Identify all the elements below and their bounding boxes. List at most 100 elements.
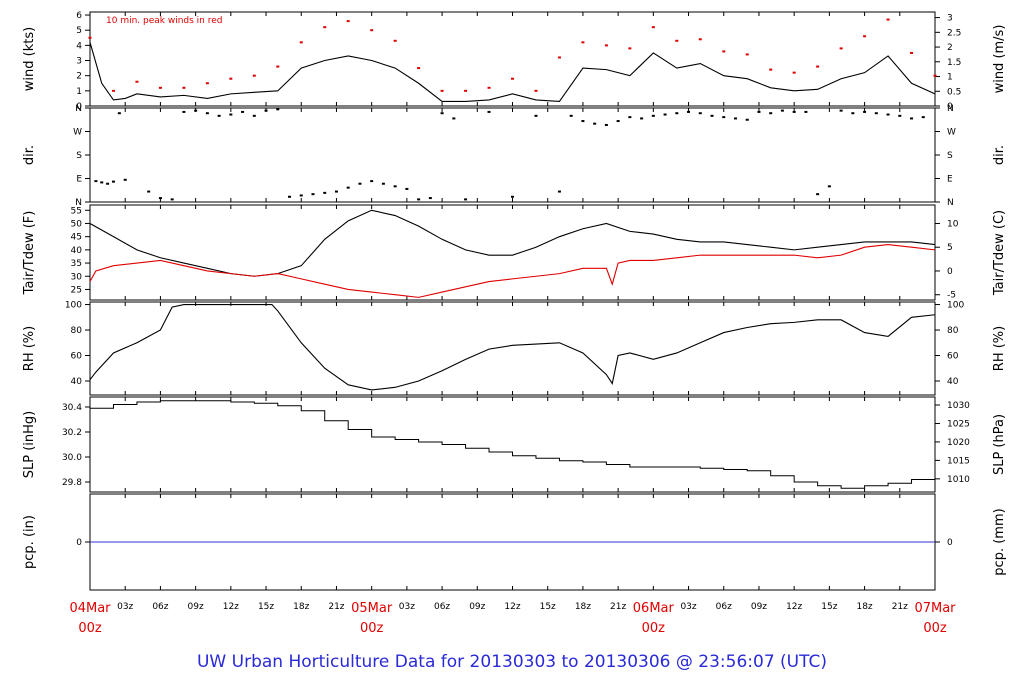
direction-point (440, 112, 444, 115)
x-hour-label: 18z (575, 602, 591, 612)
x-hour-label: 15z (821, 602, 837, 612)
direction-point (205, 112, 209, 115)
slp-ytick-label-right: 1025 (947, 419, 970, 429)
rh-panel-frame (89, 301, 936, 396)
direction-point (487, 110, 491, 113)
x-hour-label: 09z (469, 602, 485, 612)
rh-ytick-label-right: 100 (947, 301, 964, 311)
wind-peak-mark (604, 44, 608, 47)
wind-peak-mark (464, 89, 468, 92)
wind-ytick-label-left: 2 (76, 72, 82, 82)
wind-peak-mark (675, 39, 679, 42)
wind-peak-mark (792, 71, 796, 74)
slp-ytick-label-right: 1020 (947, 438, 970, 448)
rh-ytick-label-right: 80 (947, 326, 959, 336)
dir-ytick-label-right: E (947, 175, 953, 185)
x-hour-label: 03z (117, 602, 133, 612)
direction-point (464, 198, 468, 201)
direction-point (804, 110, 808, 113)
rh-ytick-label-left: 80 (71, 326, 83, 336)
x-day-hour-label: 00z (642, 621, 666, 636)
dir-ytick-label-left: W (73, 128, 82, 138)
direction-point (733, 117, 737, 120)
direction-point (663, 113, 667, 116)
temperature-ylabel-left: Tair/Tdew (F) (22, 211, 37, 296)
direction-point (898, 114, 902, 117)
x-hour-label: 09z (751, 602, 767, 612)
x-hour-label: 15z (258, 602, 274, 612)
wind-ytick-label-left: 3 (76, 57, 82, 67)
direction-point (288, 195, 292, 198)
rh-ytick-label-left: 100 (65, 301, 82, 311)
temperature-ytick-label-right: 0 (947, 267, 953, 277)
wind-peak-mark (229, 77, 233, 80)
direction-point (417, 198, 421, 201)
direction-point (428, 197, 432, 200)
wind-ytick-label-left: 5 (76, 26, 82, 36)
direction-point (851, 112, 855, 115)
dir-ytick-label-left: N (75, 198, 82, 208)
wind-peak-mark (628, 47, 632, 50)
pcp-ytick-label-right: 0 (947, 538, 953, 548)
direction-point (158, 197, 162, 200)
direction-point (358, 182, 362, 185)
wind-peak-mark (440, 89, 444, 92)
direction-point (241, 110, 245, 113)
temperature-ytick-label-right: 5 (947, 243, 953, 253)
wind-peak-mark (557, 56, 561, 59)
x-hour-label: 18z (856, 602, 872, 612)
direction-point (111, 180, 115, 183)
wind-peak-mark (933, 74, 937, 77)
rh-series-0-line (89, 303, 936, 391)
dir-ytick-label-right: S (947, 151, 953, 161)
wind-peak-mark (276, 65, 280, 68)
wind-peak-mark (370, 29, 374, 32)
wind-ytick-label-right: 1.5 (947, 58, 961, 68)
direction-point (616, 120, 620, 123)
x-hour-label: 06z (434, 602, 450, 612)
wind-ytick-label-left: 6 (76, 11, 82, 21)
wind-peak-mark (393, 39, 397, 42)
pcp-ytick-label-left: 0 (76, 538, 82, 548)
wind-ytick-label-right: 1 (947, 73, 953, 83)
rh-ytick-label-left: 40 (71, 377, 83, 387)
x-day-hour-label: 00z (78, 621, 102, 636)
chart-title: UW Urban Horticulture Data for 20130303 … (197, 652, 827, 672)
x-day-label: 05Mar (351, 601, 393, 616)
wind-peak-mark (88, 36, 92, 39)
x-hour-label: 06z (716, 602, 732, 612)
direction-point (569, 114, 573, 117)
wind-peak-mark (651, 26, 655, 29)
direction-point (675, 112, 679, 115)
wind-peak-mark (323, 26, 327, 29)
direction-point (100, 181, 104, 184)
rh-ytick-label-right: 60 (947, 352, 959, 362)
x-hour-label: 06z (152, 602, 168, 612)
direction-point (393, 185, 397, 188)
wind-peak-mark (745, 53, 749, 56)
x-day-hour-label: 00z (923, 621, 947, 636)
wind-peak-mark (816, 65, 820, 68)
wind-peak-mark (511, 77, 514, 80)
direction-point (252, 114, 256, 117)
direction-point (698, 112, 702, 115)
direction-point (452, 117, 456, 120)
x-hour-label: 21z (892, 602, 908, 612)
direction-point (816, 193, 820, 196)
temperature-ytick-label-right: -5 (947, 291, 956, 301)
wind-ylabel-left: wind (kts) (22, 27, 37, 91)
wind-panel-frame (89, 11, 936, 107)
direction-point (839, 109, 843, 112)
slp-ytick-label-right: 1015 (947, 456, 970, 466)
direction-point (299, 194, 303, 197)
direction-point (780, 109, 784, 112)
slp-series-0-line (90, 400, 936, 489)
slp-ytick-label-left: 30.0 (62, 453, 82, 463)
x-hour-label: 21z (610, 602, 626, 612)
x-hour-label: 15z (540, 602, 556, 612)
direction-point (792, 110, 796, 113)
slp-ytick-label-right: 1030 (947, 401, 970, 411)
direction-point (194, 109, 198, 112)
wind-peak-mark (769, 68, 773, 71)
direction-point (593, 122, 597, 125)
